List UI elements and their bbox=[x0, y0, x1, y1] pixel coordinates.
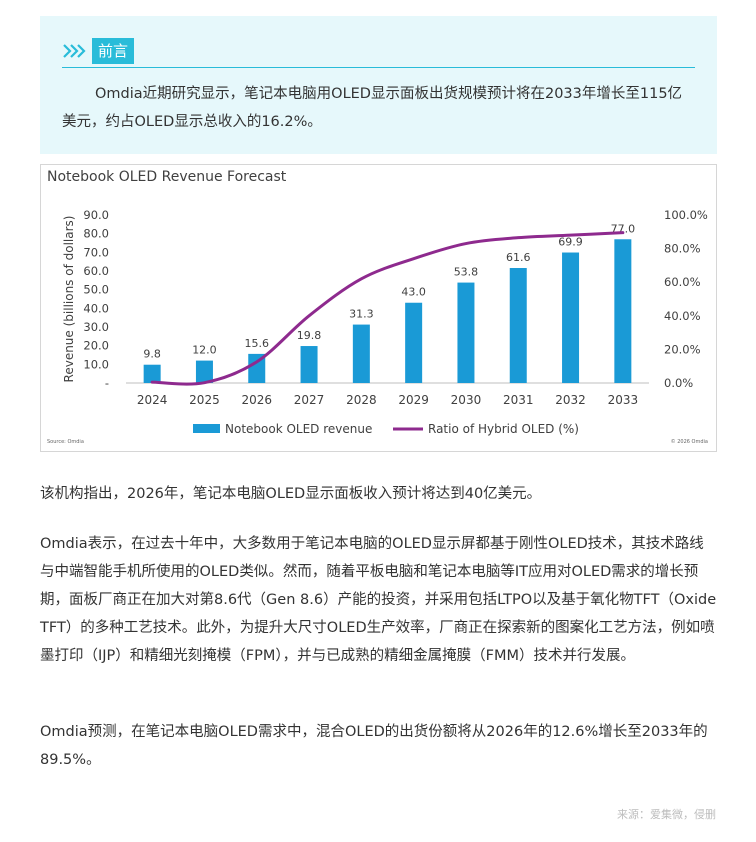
chart-figure: Notebook OLED Revenue Forecast 90.0 80.0 7… bbox=[40, 164, 717, 452]
preface-header: 前言 bbox=[62, 38, 135, 64]
x-tick-label: 2026 bbox=[241, 393, 272, 407]
bar-data-label: 69.9 bbox=[558, 236, 583, 249]
line-series-hybrid-ratio bbox=[150, 231, 625, 386]
chart-copyright: © 2026 Omdia bbox=[670, 439, 708, 445]
y2-tick-label: 100.0% bbox=[664, 208, 708, 222]
y-tick-label: 40.0 bbox=[83, 301, 109, 315]
x-tick-label: 2032 bbox=[555, 393, 586, 407]
bar-data-label: 15.6 bbox=[245, 337, 270, 350]
x-tick-label: 2029 bbox=[398, 393, 429, 407]
chart-source: Source: Omdia bbox=[47, 439, 84, 445]
y2-tick-label: 40.0% bbox=[664, 309, 701, 323]
x-tick-label: 2027 bbox=[294, 393, 325, 407]
y-tick-label: 90.0 bbox=[83, 208, 109, 222]
bar bbox=[509, 268, 527, 383]
legend-label-bar: Notebook OLED revenue bbox=[225, 422, 372, 436]
legend-swatch-bar bbox=[193, 424, 220, 433]
y-tick-label: 70.0 bbox=[83, 245, 109, 259]
y-tick-label: 10.0 bbox=[83, 357, 109, 371]
legend-label-line: Ratio of Hybrid OLED (%) bbox=[428, 422, 579, 436]
paragraph-3: Omdia预测，在笔记本电脑OLED需求中，混合OLED的出货份额将从2026年… bbox=[40, 724, 708, 768]
bar-data-label: 43.0 bbox=[401, 286, 426, 299]
bar bbox=[248, 353, 266, 383]
preface-divider bbox=[62, 67, 695, 68]
bar bbox=[614, 239, 632, 383]
bar-data-label: 12.0 bbox=[192, 344, 217, 357]
bar bbox=[195, 360, 213, 383]
y-tick-label: 30.0 bbox=[83, 320, 109, 334]
bar-data-label: 61.6 bbox=[506, 251, 531, 264]
y-tick-label: 50.0 bbox=[83, 283, 109, 297]
y-tick-label: 20.0 bbox=[83, 339, 109, 353]
preface-title: 前言 bbox=[92, 38, 135, 64]
chart-plot: 90.0 80.0 70.0 60.0 50.0 40.0 30.0 20.0 10.0 - 100… bbox=[62, 208, 708, 436]
y-tick-label: 80.0 bbox=[83, 227, 109, 241]
y-tick-label: - bbox=[105, 376, 109, 390]
y2-tick-label: 80.0% bbox=[664, 242, 701, 256]
bar bbox=[405, 302, 423, 383]
y-tick-label: 60.0 bbox=[83, 264, 109, 278]
x-tick-label: 2028 bbox=[346, 393, 377, 407]
bar-data-label: 31.3 bbox=[349, 308, 374, 321]
y-axis-label: Revenue (billions of dollars) bbox=[62, 216, 76, 383]
x-tick-label: 2030 bbox=[451, 393, 482, 407]
y2-tick-label: 0.0% bbox=[664, 376, 693, 390]
triple-chevron-icon bbox=[63, 44, 86, 58]
bar bbox=[457, 282, 475, 383]
bar-data-label: 53.8 bbox=[454, 266, 479, 279]
paragraph-2: Omdia表示，在过去十年中，大多数用于笔记本电脑的OLED显示屏都基于刚性OL… bbox=[40, 536, 717, 664]
footer-source: 来源：爱集微，侵删 bbox=[617, 808, 716, 821]
bar bbox=[562, 252, 580, 383]
chart-title: Notebook OLED Revenue Forecast bbox=[47, 169, 287, 185]
preface-box: 前言 Omdia近期研究显示，笔记本电脑用OLED显示面板出货规模预计将在203… bbox=[40, 16, 717, 154]
bar bbox=[300, 346, 318, 383]
preface-text: Omdia近期研究显示，笔记本电脑用OLED显示面板出货规模预计将在2033年增… bbox=[62, 86, 683, 130]
bar bbox=[143, 364, 161, 383]
paragraph-1: 该机构指出，2026年，笔记本电脑OLED显示面板收入预计将达到40亿美元。 bbox=[40, 486, 542, 502]
bar bbox=[352, 324, 370, 383]
bar-data-label: 9.8 bbox=[143, 348, 161, 361]
x-tick-label: 2024 bbox=[137, 393, 168, 407]
y2-tick-label: 60.0% bbox=[664, 275, 701, 289]
x-tick-label: 2033 bbox=[608, 393, 639, 407]
x-tick-label: 2031 bbox=[503, 393, 534, 407]
y2-tick-label: 20.0% bbox=[664, 342, 701, 356]
x-tick-label: 2025 bbox=[189, 393, 220, 407]
bar-data-label: 19.8 bbox=[297, 329, 322, 342]
